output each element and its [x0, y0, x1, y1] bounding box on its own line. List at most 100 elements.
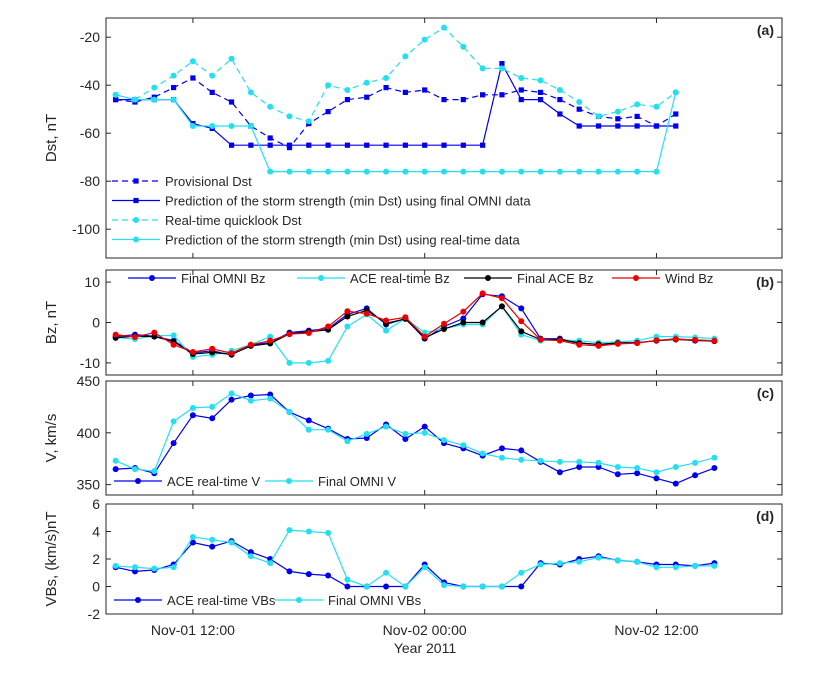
panel-c-legend-1-marker	[286, 478, 292, 484]
panel-a-series-1-point	[344, 142, 351, 148]
panel-d-series-1-point	[653, 564, 660, 571]
panel-d-ytick-label: 6	[92, 496, 100, 512]
panel-d-series-0-point	[305, 571, 312, 578]
panel-c-series-0-point	[576, 464, 583, 471]
panel-d-series-0-point	[189, 539, 196, 546]
panel-a-series-1-point	[653, 123, 660, 129]
panel-a-legend-3-marker	[133, 236, 139, 243]
panel-d-series-1-point	[614, 557, 621, 564]
panel-d-series-1-point	[344, 576, 351, 583]
panel-b-legend-2-label: Final ACE Bz	[517, 271, 594, 286]
panel-a-series-3-point	[189, 123, 196, 129]
panel-a-series-1-point	[634, 123, 640, 129]
panel-d-series-1-point	[460, 583, 467, 590]
panel-b-series-3-point	[344, 308, 351, 315]
panel-a-frame	[105, 17, 783, 259]
x-tick-label-1: Nov-02 00:00	[383, 622, 467, 638]
panel-a-series-3-point	[653, 168, 660, 175]
panel-b-series-3-point	[286, 331, 293, 338]
panel-a-series-3-point	[344, 168, 351, 175]
panel-a-legend-0-label: Provisional Dst	[165, 174, 252, 189]
panel-c-frame	[105, 380, 783, 496]
panel-a-series-2-point	[518, 75, 525, 81]
panel-a-series-3-point	[112, 91, 119, 98]
panel-d-series-1-point	[209, 536, 216, 543]
panel-d-series-1-point	[305, 528, 312, 535]
panel-d-series-0-point	[209, 543, 216, 550]
panel-a-series-1-point	[460, 142, 466, 148]
panel-c-series-0-point	[672, 480, 679, 487]
panel-a-series-1-point	[595, 123, 602, 129]
panel-a-series-3-point	[634, 168, 641, 175]
panel-c-series-1-point	[556, 458, 563, 465]
panel-a-series-3-point	[518, 168, 525, 175]
panel-a-ylabel: Dst, nT	[43, 114, 60, 162]
panel-c-series-1-point	[228, 390, 235, 397]
panel-a-series-1-line	[115, 61, 676, 146]
panel-c-series-1-point	[692, 459, 699, 466]
panel-c-legend-0-marker	[135, 478, 141, 484]
panel-b-series-3-point	[363, 310, 370, 317]
panel-c-legend-1-label: Final OMNI V	[318, 474, 396, 489]
panel-d-ytick-label: -2	[88, 606, 101, 622]
panel-b-series-2-point	[344, 313, 351, 320]
panel-c-series-1-point	[518, 456, 525, 463]
panel-c-series-1-point	[286, 409, 293, 416]
panel-c-series-1-point	[209, 403, 216, 410]
panel-a-series-1-point	[364, 142, 370, 148]
panel-a-series-1-point	[267, 142, 273, 148]
panel-a-series-3-point	[286, 168, 293, 175]
panel-a-series-3-point	[228, 123, 235, 129]
panel-d-series-1-point	[383, 569, 390, 576]
x-tick-label-0: Nov-01 12:00	[151, 622, 235, 638]
panel-a-series-0-point	[518, 87, 524, 93]
panel-c-series-0-point	[209, 415, 216, 422]
panel-a-series-2-point	[267, 103, 274, 110]
panel-a-series-2-point	[498, 65, 505, 72]
panel-b-series-2-point	[460, 319, 467, 326]
panel-a-legend-1-marker	[133, 197, 139, 204]
panel-a-series-0-point	[325, 109, 331, 115]
panel-b-series-3-point	[421, 333, 428, 340]
panel-a-series-1-point	[576, 123, 582, 129]
panel-d-series-1-point	[131, 564, 138, 571]
panel-a-series-3-point	[460, 168, 467, 175]
panel-d-series-1-point	[170, 564, 177, 571]
panel-b-series-3-point	[692, 336, 699, 343]
panel-b-legend-3-label: Wind Bz	[665, 271, 713, 286]
panel-d-legend-0-marker	[135, 597, 141, 603]
panel-a-series-3-point	[441, 168, 447, 175]
panel-b-series-1-point	[305, 359, 312, 366]
panel-a-series-2-point	[247, 89, 254, 96]
panel-a-series-1-point	[615, 123, 621, 129]
panel-a-legend-3-label: Prediction of the storm strength (min Ds…	[165, 233, 521, 248]
panel-d-series-0-point	[325, 572, 332, 579]
panel-d-series-1-point	[556, 560, 563, 567]
panel-a-series-0-point	[209, 89, 215, 95]
panel-d-series-1-point	[711, 562, 718, 569]
panel-b-ytick-label: 0	[92, 315, 100, 331]
panel-b-series-1-point	[286, 359, 293, 366]
panel-a-series-0-point	[480, 92, 486, 98]
panel-d-legend-0-label: ACE real-time VBs	[167, 593, 276, 608]
panel-a-series-3-point	[421, 168, 428, 175]
panel-c-series-0-point	[228, 396, 235, 403]
panel-b-series-3-point	[170, 341, 177, 348]
panel-b-series-3-point	[247, 341, 254, 348]
panel-a-series-0-point	[190, 75, 196, 81]
panel-a-series-2-point	[189, 58, 196, 65]
panel-d-ylabel: VBs, (km/s)nT	[43, 511, 60, 606]
panel-c-series-0-point	[305, 417, 312, 424]
panel-a-series-2-point	[653, 103, 660, 110]
panel-a-series-3-point	[209, 123, 216, 129]
panel-b-series-2-line	[115, 305, 715, 356]
panel-d-series-1-point	[189, 534, 196, 540]
panel-c-series-0-point	[267, 391, 274, 398]
panel-b-series-2-point	[498, 303, 505, 310]
panel-a-series-3-point	[151, 96, 158, 103]
panel-c-series-1-point	[711, 454, 718, 461]
panel-b-series-3-point	[228, 350, 235, 357]
panel-a-series-0-point	[402, 89, 408, 95]
panel-c-ytick-label: 450	[77, 373, 101, 389]
panel-a-series-1-point	[537, 97, 544, 103]
